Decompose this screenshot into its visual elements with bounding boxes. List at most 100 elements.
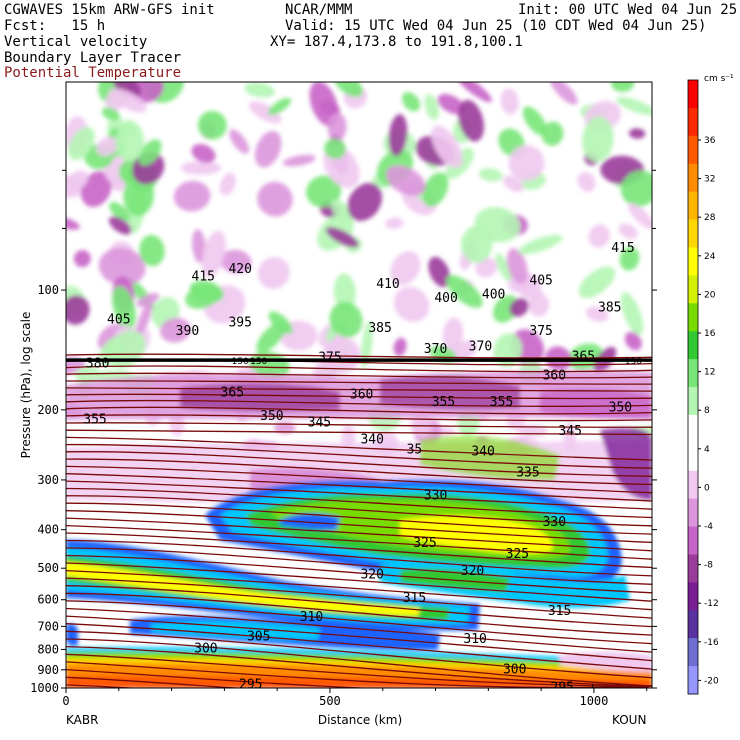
vv-cell (424, 94, 439, 120)
isentrope (66, 517, 652, 552)
isentrope-label: 405 (529, 273, 552, 288)
y-tick-label: 900 (37, 663, 59, 677)
colorbar-tick-label: 32 (704, 175, 715, 185)
colorbar-swatch (688, 442, 698, 472)
colorbar-tick-label: -12 (704, 599, 719, 609)
vv-cell (458, 99, 485, 142)
vv-cell (500, 88, 519, 115)
isentrope (66, 429, 652, 436)
header-forecast-hour: Fcst: 15 h (4, 18, 106, 34)
colorbar-swatch (688, 554, 698, 583)
vv-cell (385, 217, 404, 230)
isentrope-label: 420 (228, 262, 251, 277)
isentrope (66, 653, 652, 687)
isentrope (66, 443, 652, 469)
vv-cell (585, 306, 609, 322)
vertical-velocity-field (66, 82, 652, 462)
x-tick-label: 1000 (579, 694, 608, 708)
y-tick-label: 1000 (30, 681, 59, 695)
vv-cell (66, 170, 89, 191)
isentrope (66, 406, 652, 415)
isentrope-label: 35 (407, 442, 423, 457)
isentrope-label: 400 (434, 291, 457, 306)
vv-cell (139, 234, 165, 267)
vv-cell (138, 139, 162, 166)
isentrope (66, 630, 652, 679)
isentrope-label: 335 (516, 466, 539, 481)
x-tick-label: 500 (319, 694, 341, 708)
vv-cell (306, 175, 342, 208)
isentrope-label: 320 (360, 567, 383, 582)
isentrope-label: 310 (300, 610, 323, 625)
isentrope-label: 360 (543, 369, 566, 384)
vv-cell (401, 92, 421, 112)
y-tick-label: 600 (37, 593, 59, 607)
plot-area: 415 420 410 405 415 405 390 395 400 400 385 385 370 3… (66, 82, 652, 688)
vv-cell (619, 246, 640, 271)
isentrope-label: 395 (228, 316, 251, 331)
vv-cell (492, 295, 519, 323)
vv-cell (98, 247, 146, 286)
vv-cell (393, 337, 407, 357)
vv-cell (115, 121, 145, 162)
y-tick-label: 300 (37, 473, 59, 487)
isentrope (66, 414, 652, 422)
isentrope (66, 539, 652, 577)
isentrope-label: 355 (490, 395, 513, 410)
vv-cell (509, 298, 529, 317)
isentrope (66, 524, 652, 560)
vv-cell (618, 223, 639, 239)
colorbar-tick-label: 28 (704, 213, 716, 223)
isentrope-label: 415 (192, 270, 215, 285)
vv-cell (108, 88, 147, 113)
vv-cell (428, 256, 451, 288)
isentrope (66, 380, 652, 385)
y-tick-label: 100 (37, 283, 59, 297)
colorbar-tick-label: -20 (704, 676, 719, 686)
vv-cell (248, 101, 282, 124)
colorbar-swatch (688, 331, 698, 360)
isentrope (66, 372, 652, 379)
vv-cell (437, 94, 466, 115)
colorbar-tick-label: -16 (704, 638, 719, 648)
isentrope (66, 365, 652, 373)
vv-cell (109, 201, 131, 222)
isentrope (66, 645, 652, 687)
colorbar-swatch (688, 582, 698, 611)
colorbar-swatch (688, 80, 698, 109)
colorbar-swatch (688, 359, 698, 388)
isentrope-label: 375 (529, 324, 552, 339)
vv-cell (229, 129, 250, 154)
plot-annotation: 150 (232, 357, 249, 367)
isentrope-label: 355 (432, 395, 455, 410)
y-axis-label: Pressure (hPa), log scale (19, 312, 33, 459)
vv-cell (518, 234, 563, 255)
isentrope (66, 668, 652, 688)
isentrope-label: 340 (471, 444, 494, 459)
y-axis: 100 200 300 400 500 600 700 800 900 1000 (30, 169, 657, 695)
x-axis-label: Distance (km) (318, 713, 402, 727)
vv-cell (388, 114, 408, 157)
vv-cell (624, 331, 642, 351)
vv-cell (330, 199, 352, 221)
isentrope-label: 315 (548, 604, 571, 619)
isentrope-label: 325 (413, 536, 436, 551)
vv-cell (327, 112, 347, 143)
isentrope (66, 600, 652, 645)
vv-cell (220, 249, 252, 274)
isentrope-label: 300 (194, 641, 217, 656)
isentrope (66, 676, 652, 688)
vv-cell (588, 224, 610, 248)
vv-cell (620, 292, 644, 336)
x-tick-label: 0 (62, 694, 69, 708)
vv-cell (628, 128, 646, 139)
vv-cell (136, 292, 160, 308)
isentrope-label: 415 (611, 241, 634, 256)
vv-cell (136, 301, 153, 336)
isentrope-label: 370 (424, 342, 447, 357)
colorbar-tick-label: 0 (704, 483, 710, 493)
colorbar-swatch (688, 387, 698, 416)
header-field-bl-tracer: Boundary Layer Tracer (4, 50, 182, 66)
y-tick-label: 700 (37, 619, 59, 633)
